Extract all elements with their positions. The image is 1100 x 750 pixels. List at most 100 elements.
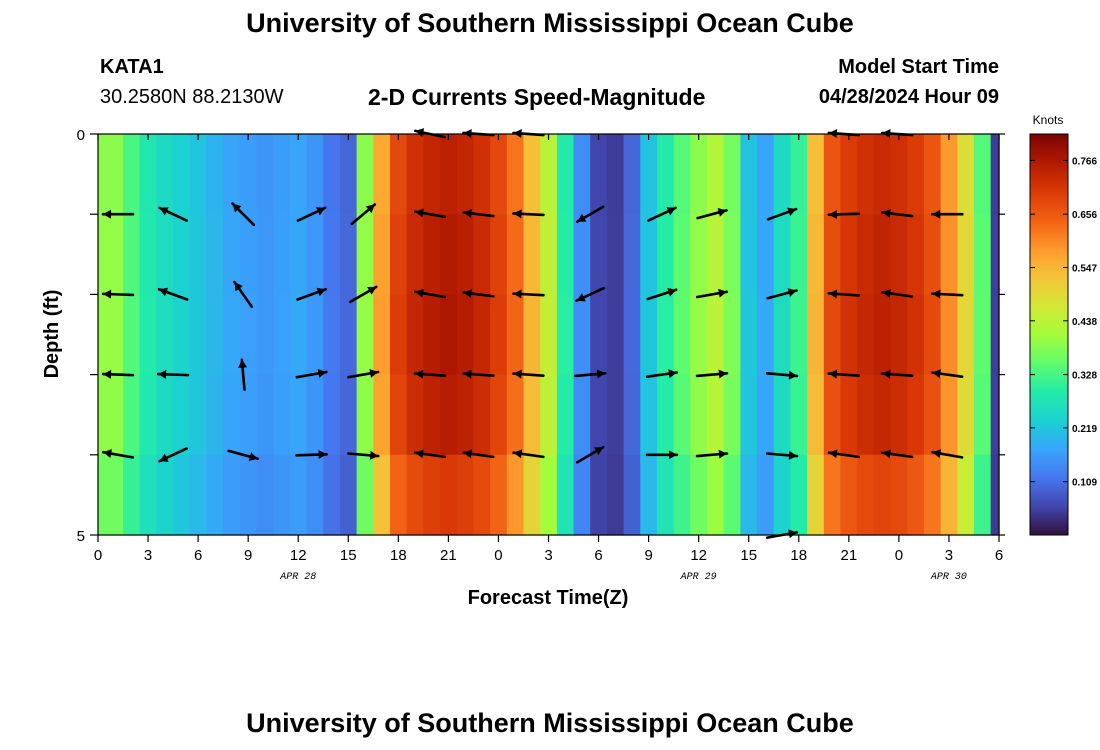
y-tick-label: 5 <box>77 528 85 545</box>
station-id: KATA1 <box>100 56 164 78</box>
heatmap-cell <box>423 454 441 536</box>
x-axis: 0 3 6 9 12 15 18 21 0 3 6 9 12 15 18 21 0 3 6 <box>94 134 1003 564</box>
current-vector <box>575 445 605 464</box>
heatmap-cell <box>656 134 675 215</box>
current-vector <box>647 206 677 222</box>
y-axis: 05 <box>77 127 1005 545</box>
colorbar-tick-label: 0.109 <box>1072 478 1097 489</box>
heatmap-cell <box>707 374 725 456</box>
colorbar-title: Knots <box>1033 113 1064 127</box>
heatmap-cell <box>757 374 775 456</box>
heatmap-cell <box>640 374 658 456</box>
heatmap-cell <box>990 214 1000 295</box>
heatmap-cell <box>306 454 324 536</box>
current-vector <box>462 208 495 218</box>
speed-heatmap <box>98 134 1000 536</box>
x-tick-label: 21 <box>440 547 457 564</box>
heatmap-cell <box>807 294 825 376</box>
heatmap-cell <box>807 214 825 295</box>
heatmap-cell <box>723 214 741 295</box>
heatmap-cell <box>473 134 491 215</box>
current-vector <box>695 288 729 299</box>
heatmap-cell <box>973 454 992 536</box>
heatmap-cell <box>740 374 758 456</box>
current-vector <box>413 208 447 219</box>
heatmap-cell <box>239 294 258 376</box>
heatmap-cell <box>990 454 1000 536</box>
heatmap-cell <box>857 134 875 215</box>
heatmap-cell <box>473 294 491 376</box>
heatmap-cell <box>790 294 808 376</box>
heatmap-cell <box>339 454 358 536</box>
current-speed-chart: 0 3 6 9 12 15 18 21 0 3 6 9 12 15 18 21 0 3 6 05 APR 28 APR… <box>41 113 1097 609</box>
x-tick-label: 6 <box>995 547 1003 564</box>
heatmap-cell <box>323 214 341 295</box>
heatmap-cell <box>606 214 625 295</box>
heatmap-cell <box>823 294 842 376</box>
heatmap-cell <box>690 374 708 456</box>
current-vector <box>646 287 678 301</box>
heatmap-cell <box>556 454 575 536</box>
heatmap-cell <box>773 374 792 456</box>
heatmap-cell <box>156 374 174 456</box>
heatmap-cell <box>356 134 374 215</box>
x-tick-label: 12 <box>290 547 307 564</box>
heatmap-cell <box>973 134 992 215</box>
heatmap-cell <box>873 134 892 215</box>
current-vector <box>766 207 798 221</box>
current-vector <box>101 369 135 379</box>
heatmap-cell <box>656 454 675 536</box>
heatmap-cell <box>389 134 408 215</box>
model-start-label: Model Start Time <box>838 56 999 78</box>
heatmap-cell <box>656 374 675 456</box>
heatmap-cell <box>440 294 458 376</box>
footer-title: University of Southern Mississippi Ocean… <box>246 708 854 738</box>
heatmap-cell <box>440 454 458 536</box>
heatmap-cell <box>823 374 842 456</box>
heatmap-cell <box>907 454 925 536</box>
heatmap-cell <box>540 134 558 215</box>
colorbar: Knots 0.766 0.656 0.547 0.438 0.328 0.219 0.10… <box>1029 113 1097 536</box>
current-vector <box>101 289 135 299</box>
heatmap-cell <box>506 374 525 456</box>
heatmap-cell <box>473 214 491 295</box>
heatmap-cell <box>289 454 308 536</box>
heatmap-cell <box>256 294 274 376</box>
heatmap-cell <box>339 374 358 456</box>
heatmap-cell <box>106 374 124 456</box>
heatmap-cell <box>740 214 758 295</box>
current-vector <box>827 289 861 299</box>
colorbar-tick-label: 0.438 <box>1072 317 1097 328</box>
heatmap-cell <box>156 134 174 215</box>
heatmap-cell <box>623 294 641 376</box>
heatmap-cell <box>490 134 508 215</box>
heatmap-cell <box>206 454 224 536</box>
heatmap-cell <box>206 134 224 215</box>
heatmap-cell <box>923 134 942 215</box>
heatmap-cell <box>256 214 274 295</box>
heatmap-cell <box>239 454 258 536</box>
heatmap-cell <box>656 214 675 295</box>
heatmap-cell <box>139 454 157 536</box>
heatmap-cell <box>523 214 541 295</box>
heatmap-cell <box>890 454 908 536</box>
heatmap-cell <box>673 134 691 215</box>
current-vector <box>765 370 799 380</box>
current-vector <box>295 368 328 379</box>
heatmap-cell <box>289 214 308 295</box>
heatmap-cell <box>590 134 608 215</box>
chart-subtitle: 2-D Currents Speed-Magnitude <box>368 84 706 110</box>
heatmap-cell <box>273 134 291 215</box>
heatmap-cell <box>423 294 441 376</box>
x-tick-label: 18 <box>790 547 807 564</box>
current-vector <box>575 205 605 223</box>
heatmap-cell <box>873 214 892 295</box>
heatmap-cell <box>857 374 875 456</box>
heatmap-cell <box>923 454 942 536</box>
heatmap-cell <box>623 134 641 215</box>
heatmap-cell <box>940 134 958 215</box>
heatmap-cell <box>239 134 258 215</box>
current-vector <box>231 202 256 227</box>
heatmap-cell <box>890 294 908 376</box>
current-vector <box>827 449 860 459</box>
